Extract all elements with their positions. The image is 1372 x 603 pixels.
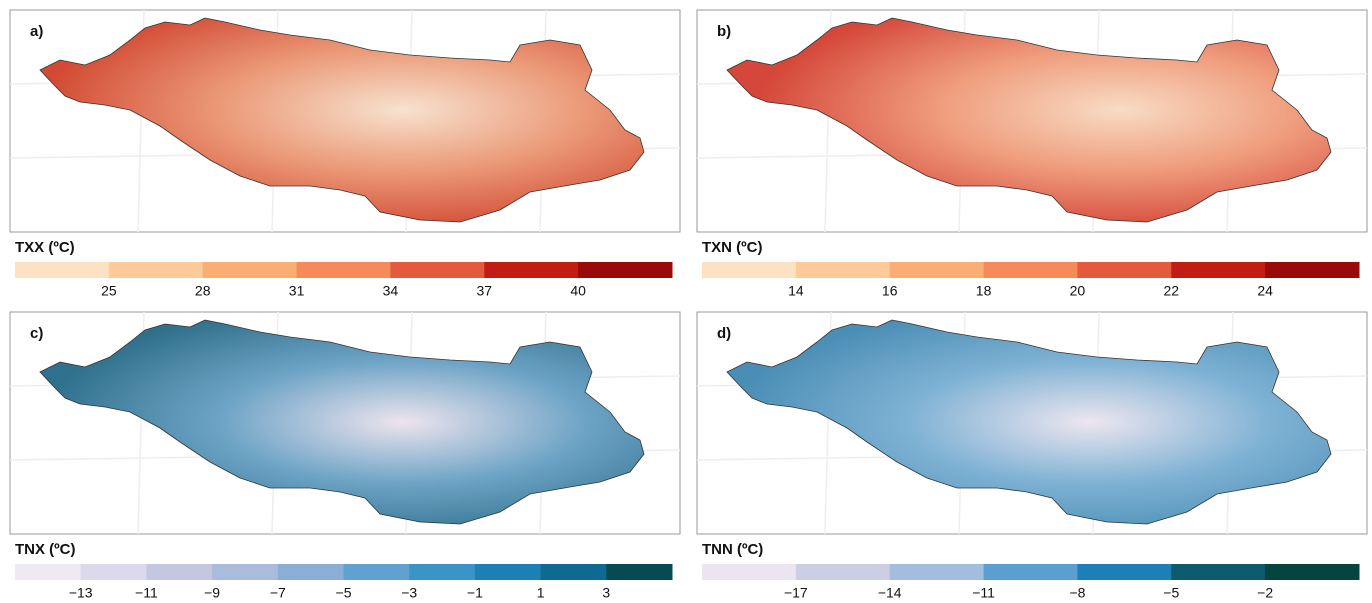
colorbar-tick-label: 18 [976, 283, 992, 299]
colorbar-tick-label: −7 [270, 585, 286, 601]
colorbar-tick-label: 28 [195, 283, 211, 299]
colorbar-bin [343, 564, 410, 580]
colorbar-bin [474, 564, 542, 580]
colorbar-bin [390, 262, 485, 278]
region-map [726, 17, 1332, 223]
colorbar-bin [277, 564, 344, 580]
colorbar-bin [889, 262, 985, 278]
colorbar-bin [146, 564, 213, 580]
colorbar-tick-label: −17 [784, 585, 808, 601]
colorbar-bin [202, 262, 298, 278]
colorbar-bin [1077, 564, 1172, 580]
region-map [39, 17, 645, 223]
colorbar-tick-label: 14 [788, 283, 804, 299]
colorbar-bin [212, 564, 279, 580]
colorbar-bin [983, 564, 1078, 580]
panel-label: d) [717, 325, 731, 342]
colorbar-tick-label: −11 [972, 585, 995, 601]
panel-label: a) [30, 23, 43, 40]
colorbar-tick-label: −5 [1163, 585, 1179, 601]
colorbar-tick-label: −11 [135, 585, 158, 601]
colorbar-tick-label: 40 [570, 283, 586, 299]
colorbar-bin [1265, 564, 1360, 580]
panel-label: c) [30, 325, 43, 342]
legend-title: TNX (ºC) [15, 541, 75, 558]
colorbar-bin [702, 262, 797, 278]
legend-title: TNN (ºC) [702, 541, 763, 558]
colorbar-bin [80, 564, 147, 580]
colorbar-bin [409, 564, 476, 580]
colorbar-tick-label: 16 [882, 283, 898, 299]
colorbar-bin [1077, 262, 1172, 278]
colorbar-bin [1171, 564, 1266, 580]
colorbar-bin [606, 564, 673, 580]
colorbar-bin [1171, 262, 1266, 278]
colorbar-bin [983, 262, 1078, 278]
colorbar-tick-label: 25 [101, 283, 117, 299]
colorbar-bin [795, 564, 891, 580]
colorbar-tick-label: −5 [336, 585, 352, 601]
colorbar-bin [15, 564, 82, 580]
colorbar-tick-label: −1 [467, 585, 483, 601]
colorbar-bin [15, 262, 110, 278]
colorbar-tick-label: −3 [401, 585, 417, 601]
colorbar-tick-label: 24 [1257, 283, 1273, 299]
colorbar-tick-label: 22 [1163, 283, 1179, 299]
colorbar-bin [484, 262, 579, 278]
colorbar-tick-label: −9 [204, 585, 220, 601]
colorbar-tick-label: 34 [383, 283, 399, 299]
region-map [726, 319, 1332, 525]
region-map [39, 319, 645, 525]
colorbar-bin [540, 564, 607, 580]
legend-title: TXN (ºC) [702, 239, 762, 256]
colorbar-tick-label: 37 [476, 283, 492, 299]
legend-title: TXX (ºC) [15, 239, 75, 256]
colorbar-tick-label: 3 [602, 585, 610, 601]
colorbar-tick-label: −8 [1069, 585, 1085, 601]
colorbar-bin [702, 564, 797, 580]
panel-label: b) [717, 23, 731, 40]
colorbar-bin [795, 262, 891, 278]
colorbar-tick-label: 1 [537, 585, 545, 601]
colorbar-tick-label: 31 [289, 283, 305, 299]
colorbar-bin [889, 564, 985, 580]
colorbar-tick-label: −2 [1257, 585, 1273, 601]
colorbar-tick-label: 20 [1070, 283, 1086, 299]
colorbar-bin [1265, 262, 1360, 278]
colorbar-tick-label: −13 [69, 585, 93, 601]
colorbar-bin [578, 262, 673, 278]
colorbar-bin [296, 262, 391, 278]
colorbar-tick-label: −14 [878, 585, 902, 601]
colorbar-bin [108, 262, 204, 278]
